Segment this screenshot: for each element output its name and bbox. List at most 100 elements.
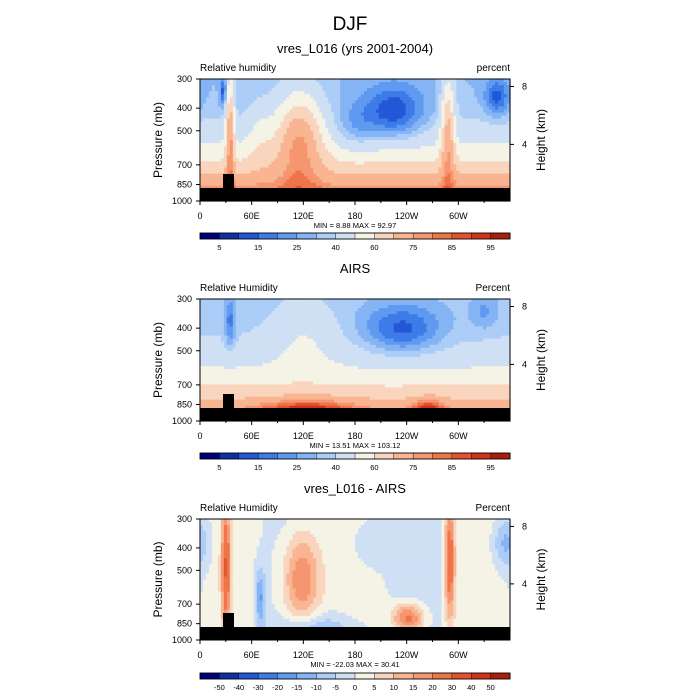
heatmap-cell [334, 164, 338, 169]
heatmap-cell [450, 109, 454, 114]
heatmap-cell [477, 115, 481, 120]
heatmap-cell [229, 308, 234, 312]
heatmap-cell [235, 152, 240, 156]
heatmap-cell [346, 185, 350, 190]
heatmap-cell [286, 106, 291, 111]
heatmap-cell [289, 314, 293, 318]
heatmap-cell [307, 82, 311, 86]
heatmap-cell [289, 149, 293, 153]
heatmap-cell [453, 100, 457, 104]
heatmap-cell [357, 88, 362, 92]
heatmap-cell [235, 82, 240, 86]
heatmap-cell [414, 115, 419, 120]
heatmap-cell [331, 121, 335, 126]
heatmap-cell [346, 82, 350, 86]
heatmap-cell [360, 82, 365, 86]
heatmap-cell [411, 314, 416, 318]
heatmap-cell [343, 85, 347, 89]
heatmap-cell [378, 149, 383, 153]
heatmap-cell [262, 311, 267, 315]
heatmap-cell [411, 182, 416, 187]
heatmap-cell [474, 302, 478, 306]
heatmap-cell [495, 82, 499, 86]
heatmap-cell [355, 173, 359, 178]
heatmap-cell [262, 317, 267, 321]
heatmap-cell [444, 115, 448, 120]
heatmap-cell [375, 170, 380, 175]
heatmap-cell [220, 311, 225, 315]
heatmap-cell [462, 179, 466, 184]
heatmap-cell [399, 155, 404, 159]
heatmap-cell [498, 136, 502, 141]
heatmap-cell [390, 185, 395, 190]
heatmap-cell [393, 161, 398, 165]
heatmap-cell [247, 299, 252, 303]
heatmap-cell [307, 115, 311, 120]
heatmap-cell [495, 158, 499, 162]
heatmap-cell [372, 308, 377, 312]
heatmap-cell [205, 311, 210, 315]
heatmap-cell [253, 311, 258, 315]
heatmap-cell [325, 314, 329, 318]
heatmap-cell [340, 299, 344, 303]
heatmap-cell [283, 100, 288, 104]
heatmap-cell [378, 106, 383, 111]
heatmap-cell [289, 124, 293, 129]
heatmap-cell [429, 308, 434, 312]
heatmap-cell [346, 170, 350, 175]
heatmap-cell [462, 311, 466, 315]
heatmap-cell [319, 97, 323, 101]
heatmap-cell [438, 82, 443, 86]
heatmap-cell [238, 311, 243, 315]
heatmap-cell [381, 136, 386, 141]
heatmap-cell [501, 103, 505, 108]
heatmap-cell [280, 121, 285, 126]
heatmap-cell [453, 314, 457, 318]
heatmap-cell [232, 103, 237, 108]
heatmap-cell [417, 140, 422, 144]
heatmap-cell [304, 140, 308, 144]
heatmap-cell [214, 88, 219, 92]
heatmap-cell [447, 179, 451, 184]
heatmap-cell [372, 109, 377, 114]
heatmap-cell [462, 305, 466, 309]
heatmap-cell [253, 182, 258, 187]
heatmap-cell [366, 299, 371, 303]
heatmap-cell [468, 79, 472, 83]
heatmap-cell [480, 140, 484, 144]
heatmap-cell [200, 136, 204, 141]
heatmap-cell [366, 82, 371, 86]
heatmap-cell [328, 314, 332, 318]
heatmap-cell [205, 314, 210, 318]
heatmap-cell [205, 140, 210, 144]
heatmap-cell [265, 167, 270, 172]
heatmap-cell [211, 185, 216, 190]
heatmap-cell [360, 121, 365, 126]
heatmap-cell [217, 170, 222, 175]
heatmap-cell [301, 130, 305, 135]
heatmap-cell [486, 158, 490, 162]
heatmap-cell [295, 170, 299, 175]
heatmap-cell [304, 94, 308, 98]
heatmap-cell [387, 140, 392, 144]
heatmap-cell [283, 91, 288, 95]
heatmap-cell [307, 103, 311, 108]
heatmap-cell [504, 91, 508, 95]
heatmap-cell [277, 121, 282, 126]
heatmap-cell [360, 185, 365, 190]
heatmap-cell [328, 85, 332, 89]
heatmap-cell [486, 143, 490, 147]
heatmap-cell [265, 118, 270, 123]
heatmap-cell [202, 140, 207, 144]
heatmap-cell [426, 109, 431, 114]
heatmap-cell [316, 161, 320, 165]
heatmap-cell [280, 167, 285, 172]
heatmap-cell [274, 170, 279, 175]
heatmap-cell [232, 308, 237, 312]
heatmap-cell [220, 97, 225, 101]
heatmap-cell [250, 161, 255, 165]
heatmap-cell [372, 136, 377, 141]
heatmap-cell [441, 149, 446, 153]
heatmap-cell [495, 164, 499, 169]
heatmap-cell [390, 314, 395, 318]
